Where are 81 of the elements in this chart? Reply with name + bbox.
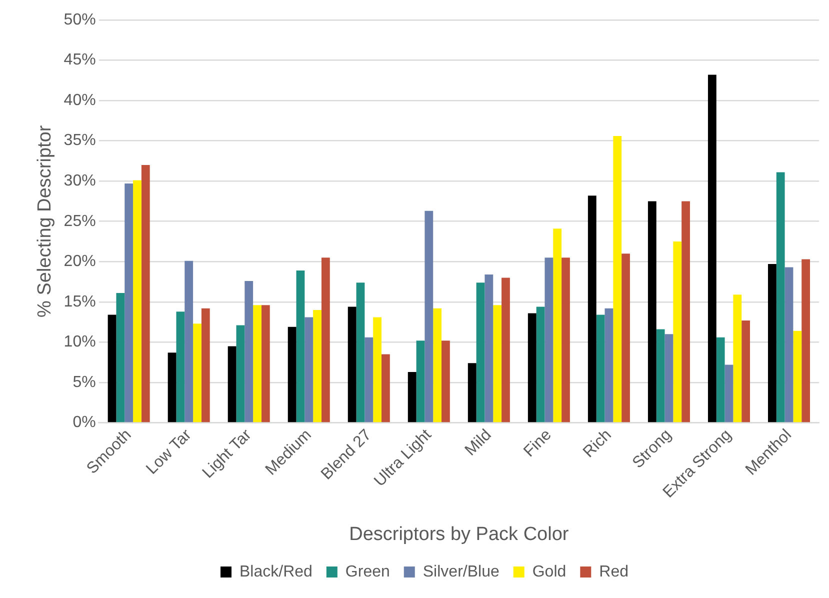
legend-label: Black/Red	[239, 563, 312, 580]
bar	[133, 180, 142, 422]
bar	[604, 308, 614, 422]
bar	[364, 337, 374, 422]
x-tick-label: Fine	[520, 426, 555, 460]
bar	[261, 305, 270, 422]
y-tick-label: 45%	[64, 52, 96, 69]
bar	[613, 136, 622, 422]
bar	[562, 258, 570, 422]
bar	[442, 340, 450, 422]
bar	[141, 164, 150, 422]
bar	[648, 201, 656, 422]
bar	[416, 340, 425, 422]
bar	[244, 280, 254, 422]
bar	[588, 196, 596, 422]
bar	[536, 306, 545, 422]
bar	[596, 314, 605, 422]
bar	[673, 242, 682, 422]
bar	[802, 259, 810, 422]
bar	[742, 320, 750, 422]
bar	[201, 308, 210, 422]
bar	[116, 293, 125, 422]
bar	[184, 260, 194, 422]
bar	[288, 326, 296, 422]
bar	[253, 305, 262, 422]
bar	[768, 264, 776, 422]
bar	[348, 306, 356, 422]
bar	[296, 270, 305, 422]
legend-label: Silver/Blue	[422, 563, 500, 580]
bar	[108, 314, 116, 422]
bar	[321, 258, 330, 422]
bar	[236, 325, 245, 422]
bar	[304, 317, 314, 422]
bar	[228, 346, 236, 422]
bar	[544, 258, 554, 422]
bar	[716, 337, 725, 422]
y-tick-label: 5%	[72, 374, 96, 391]
bar	[784, 267, 794, 422]
bar	[124, 184, 134, 422]
legend-label: Green	[345, 563, 390, 580]
legend-label: Gold	[532, 563, 566, 580]
y-tick-label: 30%	[64, 172, 96, 190]
bar	[528, 313, 536, 422]
bar	[493, 305, 502, 422]
x-tick-label: Rich	[580, 426, 615, 462]
bar	[381, 354, 390, 422]
bar	[356, 282, 365, 422]
x-tick-label: Low Tar	[143, 426, 196, 478]
bar	[476, 282, 485, 422]
bar	[793, 330, 802, 422]
y-tick-label: 20%	[64, 253, 96, 270]
y-tick-label: 35%	[64, 132, 96, 150]
bar	[408, 372, 416, 422]
y-tick-label: 10%	[64, 334, 96, 351]
bar	[313, 310, 322, 422]
bar	[502, 278, 510, 422]
bar	[664, 334, 674, 422]
legend-label: Red	[599, 563, 629, 580]
bar	[193, 324, 202, 422]
bar	[682, 201, 690, 422]
y-tick-label: 25%	[64, 212, 96, 230]
bar	[553, 228, 562, 422]
y-tick-label: 40%	[64, 92, 96, 109]
y-tick-label: 50%	[64, 11, 96, 28]
bar	[622, 254, 630, 422]
bar	[468, 363, 476, 422]
bar	[373, 317, 382, 422]
bar	[733, 294, 742, 422]
bar	[168, 352, 176, 422]
bar	[724, 364, 734, 422]
y-tick-label: 15%	[64, 293, 96, 310]
bar	[433, 308, 442, 422]
y-axis-title: % Selecting Descriptor	[34, 124, 56, 318]
x-axis-title: Descriptors by Pack Color	[349, 524, 570, 545]
bar	[176, 312, 185, 422]
bar	[708, 74, 716, 422]
y-tick-label: 0%	[72, 414, 96, 432]
bar	[776, 172, 785, 422]
bar	[484, 274, 494, 422]
bar	[424, 210, 434, 422]
bar	[656, 329, 665, 422]
